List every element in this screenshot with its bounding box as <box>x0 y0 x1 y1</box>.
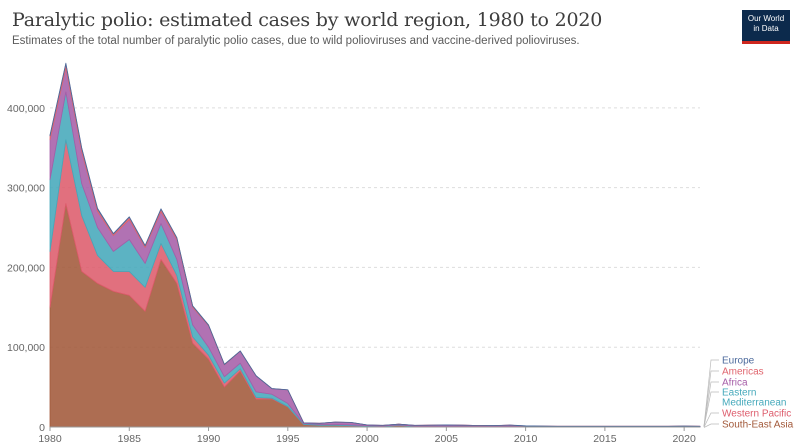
y-tick-label: 200,000 <box>7 262 45 274</box>
chart-title: Paralytic polio: estimated cases by worl… <box>12 9 603 31</box>
logo-text-line2: in Data <box>753 23 779 33</box>
x-tick-label: 1995 <box>276 433 300 445</box>
legend-label[interactable]: Mediterranean <box>722 398 786 409</box>
axes: 0 100,000 200,000 300,000 400,000 1980 1985 199… <box>7 103 700 445</box>
legend-label[interactable]: Eastern <box>722 388 756 399</box>
legend-label[interactable]: Americas <box>722 367 764 378</box>
y-tick-label: 400,000 <box>7 103 45 115</box>
x-tick-label: 1980 <box>38 433 62 445</box>
owid-logo[interactable]: Our World in Data <box>742 10 790 44</box>
chart-subtitle: Estimates of the total number of paralyt… <box>12 35 580 47</box>
legend-label[interactable]: Africa <box>722 378 748 389</box>
x-tick-label: 2020 <box>672 433 696 445</box>
legend-label[interactable]: Western Pacific <box>722 409 791 420</box>
x-tick-label: 2015 <box>593 433 617 445</box>
legend-label[interactable]: Europe <box>722 356 755 367</box>
y-tick-label: 300,000 <box>7 183 45 195</box>
x-tick-label: 1985 <box>118 433 142 445</box>
x-tick-label: 2000 <box>355 433 379 445</box>
legend-connector <box>703 370 719 427</box>
x-tick-label: 2010 <box>514 433 538 445</box>
legend-connector <box>703 359 719 427</box>
legend-connector <box>703 412 719 428</box>
legend[interactable]: EuropeAmericasAfricaEasternMediterranean… <box>703 356 794 431</box>
x-tick-label: 2005 <box>435 433 459 445</box>
legend-connector <box>703 381 719 427</box>
legend-connector <box>703 423 719 428</box>
legend-connector <box>703 391 719 427</box>
y-tick-label: 0 <box>39 422 45 434</box>
area-series[interactable] <box>49 62 701 428</box>
y-tick-label: 100,000 <box>7 342 45 354</box>
logo-text-line1: Our World <box>747 14 785 23</box>
legend-label[interactable]: South-East Asia <box>722 420 794 431</box>
x-tick-label: 1990 <box>197 433 221 445</box>
area-europe[interactable] <box>49 62 701 427</box>
area-south-east-asia[interactable] <box>49 203 701 428</box>
